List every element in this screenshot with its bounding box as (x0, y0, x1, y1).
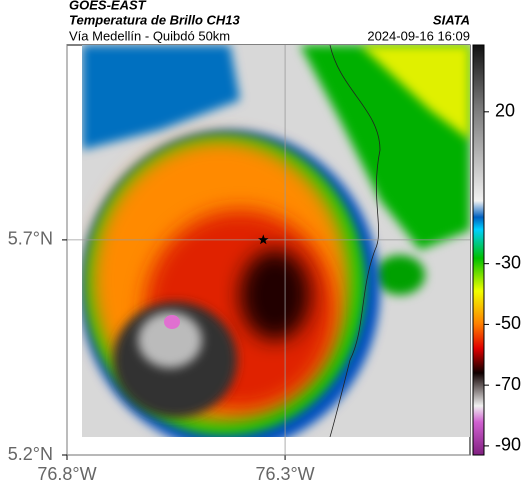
colorbar-tick-label: -50 (495, 313, 521, 333)
datetime: 2024-09-16 16:09 (367, 28, 470, 43)
x-tick-label: 76.3°W (255, 464, 314, 484)
org: SIATA (433, 12, 470, 27)
y-tick-label: 5.7°N (8, 229, 53, 249)
colorbar-tick-label: -90 (495, 435, 521, 455)
region: Vía Medellín - Quibdó 50km (69, 28, 230, 43)
colorbar-tick-label: -30 (495, 252, 521, 272)
product: Temperatura de Brillo CH13 (69, 12, 241, 27)
source: GOES-EAST (69, 0, 147, 12)
colorbar (472, 44, 485, 456)
y-tick-label: 5.2°N (8, 444, 53, 464)
satellite-image (82, 45, 470, 437)
location-marker (258, 234, 269, 245)
x-tick-label: 76.8°W (37, 464, 96, 484)
colorbar-tick-label: -70 (495, 374, 521, 394)
colorbar-tick-label: 20 (495, 101, 515, 121)
